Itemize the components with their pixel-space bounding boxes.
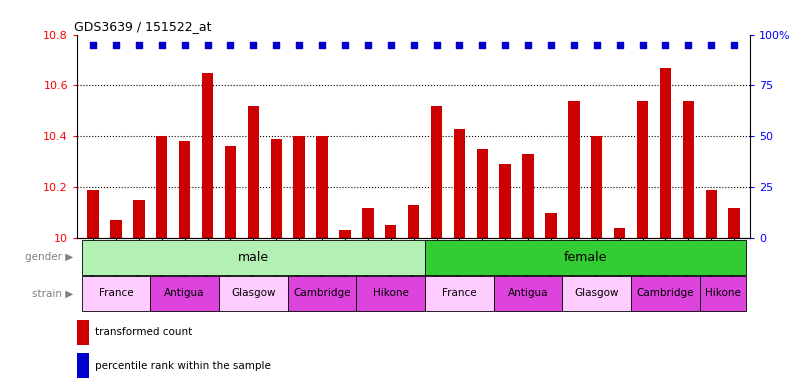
Point: [407, 41, 420, 48]
Point: [338, 41, 351, 48]
Point: [270, 41, 283, 48]
Point: [544, 41, 557, 48]
Bar: [500, 164, 511, 238]
Bar: [683, 101, 694, 238]
Point: [132, 41, 145, 48]
Bar: [631, 276, 700, 311]
Bar: [77, 353, 89, 378]
Bar: [569, 101, 580, 238]
Point: [384, 41, 397, 48]
Point: [247, 41, 260, 48]
Text: Glasgow: Glasgow: [574, 288, 619, 298]
Point: [476, 41, 489, 48]
Bar: [288, 276, 356, 311]
Point: [636, 41, 649, 48]
Bar: [88, 190, 99, 238]
Bar: [339, 230, 350, 238]
Text: transformed count: transformed count: [95, 327, 191, 337]
Bar: [591, 136, 603, 238]
Bar: [219, 276, 288, 311]
Bar: [700, 276, 745, 311]
Point: [315, 41, 328, 48]
Bar: [82, 276, 150, 311]
Point: [178, 41, 191, 48]
Bar: [545, 213, 556, 238]
Bar: [247, 106, 259, 238]
Text: GDS3639 / 151522_at: GDS3639 / 151522_at: [74, 20, 211, 33]
Bar: [150, 276, 219, 311]
Point: [568, 41, 581, 48]
Text: percentile rank within the sample: percentile rank within the sample: [95, 361, 270, 371]
Text: strain ▶: strain ▶: [32, 288, 73, 298]
Bar: [202, 73, 213, 238]
Bar: [522, 154, 534, 238]
Bar: [271, 139, 282, 238]
Point: [109, 41, 122, 48]
Text: France: France: [99, 288, 133, 298]
Text: Cambridge: Cambridge: [637, 288, 694, 298]
Text: Antigua: Antigua: [165, 288, 205, 298]
Bar: [477, 149, 488, 238]
Point: [521, 41, 534, 48]
Bar: [425, 240, 745, 275]
Point: [293, 41, 306, 48]
Bar: [316, 136, 328, 238]
Point: [727, 41, 740, 48]
Bar: [179, 141, 191, 238]
Point: [155, 41, 168, 48]
Bar: [82, 240, 425, 275]
Text: Hikone: Hikone: [373, 288, 409, 298]
Text: gender ▶: gender ▶: [25, 252, 73, 262]
Bar: [294, 136, 305, 238]
Bar: [356, 276, 425, 311]
Text: France: France: [442, 288, 477, 298]
Bar: [431, 106, 442, 238]
Bar: [225, 147, 236, 238]
Bar: [659, 68, 672, 238]
Bar: [637, 101, 648, 238]
Text: female: female: [564, 251, 607, 264]
Text: Hikone: Hikone: [705, 288, 740, 298]
Point: [430, 41, 443, 48]
Bar: [706, 190, 717, 238]
Point: [590, 41, 603, 48]
Point: [705, 41, 718, 48]
Bar: [425, 276, 494, 311]
Bar: [494, 276, 563, 311]
Text: Glasgow: Glasgow: [231, 288, 276, 298]
Point: [613, 41, 626, 48]
Bar: [110, 220, 122, 238]
Bar: [77, 320, 89, 345]
Bar: [408, 205, 419, 238]
Point: [499, 41, 512, 48]
Bar: [362, 208, 374, 238]
Point: [201, 41, 214, 48]
Point: [453, 41, 466, 48]
Text: male: male: [238, 251, 269, 264]
Bar: [156, 136, 168, 238]
Text: Antigua: Antigua: [508, 288, 548, 298]
Point: [362, 41, 375, 48]
Point: [659, 41, 672, 48]
Text: Cambridge: Cambridge: [294, 288, 351, 298]
Point: [224, 41, 237, 48]
Bar: [453, 129, 466, 238]
Bar: [728, 208, 740, 238]
Point: [682, 41, 695, 48]
Bar: [385, 225, 397, 238]
Point: [87, 41, 100, 48]
Bar: [563, 276, 631, 311]
Bar: [133, 200, 144, 238]
Bar: [614, 228, 625, 238]
